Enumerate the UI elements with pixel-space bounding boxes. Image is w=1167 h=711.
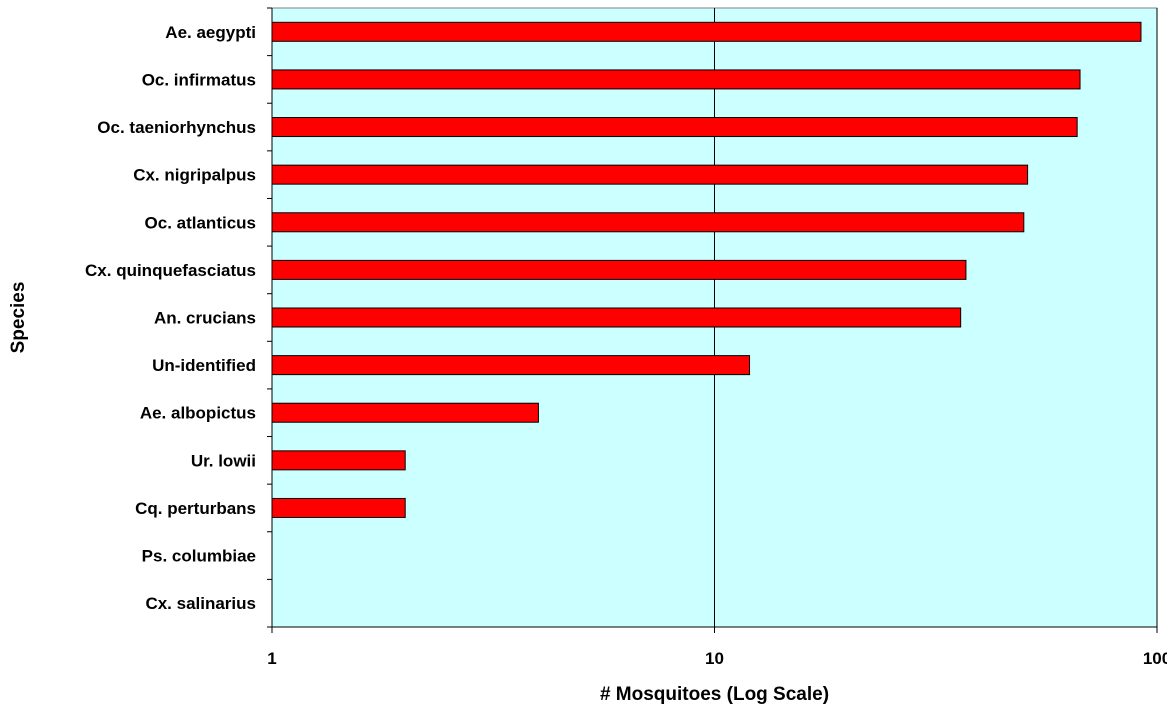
bars (271, 21, 1142, 518)
category-label: Cx. salinarius (145, 594, 256, 613)
x-tick-label: 1 (267, 649, 276, 668)
category-label: Oc. taeniorhynchus (97, 118, 256, 137)
category-label: Un-identified (152, 356, 256, 375)
bar (271, 212, 1025, 233)
bar (271, 402, 539, 423)
x-tick-labels: 1 10 100 (267, 649, 1167, 668)
category-labels: Ae. aegypti Oc. infirmatus Oc. taeniorhync… (85, 23, 256, 613)
bar (271, 69, 1081, 90)
bar (271, 21, 1142, 42)
bar (271, 307, 962, 328)
category-label: Cq. perturbans (135, 499, 256, 518)
axes (267, 7, 1158, 633)
category-label: Cx. quinquefasciatus (85, 261, 256, 280)
bar (271, 259, 967, 280)
x-axis-title: # Mosquitoes (Log Scale) (600, 684, 829, 705)
category-label: An. crucians (154, 309, 256, 328)
bar (271, 355, 751, 376)
bar (271, 497, 406, 518)
x-tick-label: 10 (705, 649, 724, 668)
bar (271, 117, 1078, 138)
category-label: Oc. infirmatus (142, 70, 256, 89)
bar (271, 164, 1029, 185)
category-label: Cx. nigripalpus (133, 166, 256, 185)
category-label: Ur. lowii (191, 451, 256, 470)
category-label: Ae. albopictus (140, 404, 256, 423)
category-label: Ps. columbiae (142, 547, 256, 566)
y-axis-title: Species (8, 282, 29, 354)
bar (271, 450, 406, 471)
category-label: Ae. aegypti (165, 23, 256, 42)
x-tick-label: 100 (1143, 649, 1167, 668)
category-label: Oc. atlanticus (145, 213, 256, 232)
